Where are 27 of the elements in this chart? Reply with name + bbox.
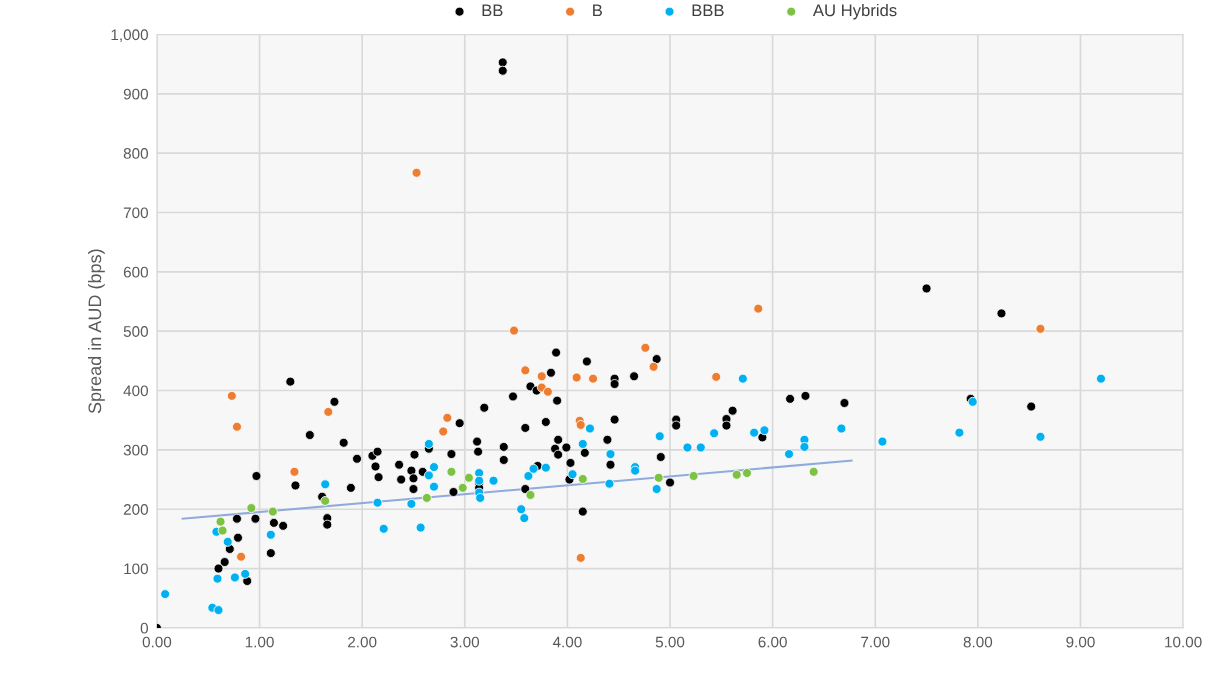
x-tick-label: 9.00 bbox=[1066, 636, 1095, 648]
x-tick-label: 3.00 bbox=[450, 636, 480, 648]
legend-label: AU Hybrids bbox=[812, 3, 897, 20]
x-tick-label: 8.00 bbox=[963, 636, 993, 648]
x-tick-label: 2.00 bbox=[348, 636, 377, 648]
x-tick-label: 6.00 bbox=[758, 636, 787, 648]
y-tick-label: 700 bbox=[123, 207, 148, 219]
x-tick-label: 1.00 bbox=[245, 636, 274, 648]
x-tick-label: 4.00 bbox=[552, 636, 582, 648]
y-tick-label: 800 bbox=[123, 148, 148, 159]
y-tick-label: 300 bbox=[123, 444, 148, 456]
legend-label: BBB bbox=[692, 4, 724, 17]
legend-label: B bbox=[593, 4, 602, 17]
y-tick-label: 400 bbox=[123, 385, 148, 397]
x-tick-label: 5.00 bbox=[655, 636, 685, 648]
y-tick-label: 1,000 bbox=[111, 29, 148, 42]
x-tick-label: 10.00 bbox=[1165, 636, 1202, 648]
y-tick-label: 100 bbox=[124, 563, 148, 575]
x-tick-label: 0.00 bbox=[142, 636, 172, 648]
y-tick-label: 500 bbox=[123, 326, 148, 337]
y-tick-label: 200 bbox=[123, 504, 148, 515]
y-tick-label: 0 bbox=[140, 622, 148, 634]
y-axis-title: Spread in AUD (bps) bbox=[87, 249, 105, 414]
legend-label: BB bbox=[482, 4, 503, 17]
y-tick-label: 900 bbox=[123, 88, 148, 100]
y-tick-label: 600 bbox=[123, 266, 148, 278]
x-tick-label: 7.00 bbox=[861, 636, 890, 648]
